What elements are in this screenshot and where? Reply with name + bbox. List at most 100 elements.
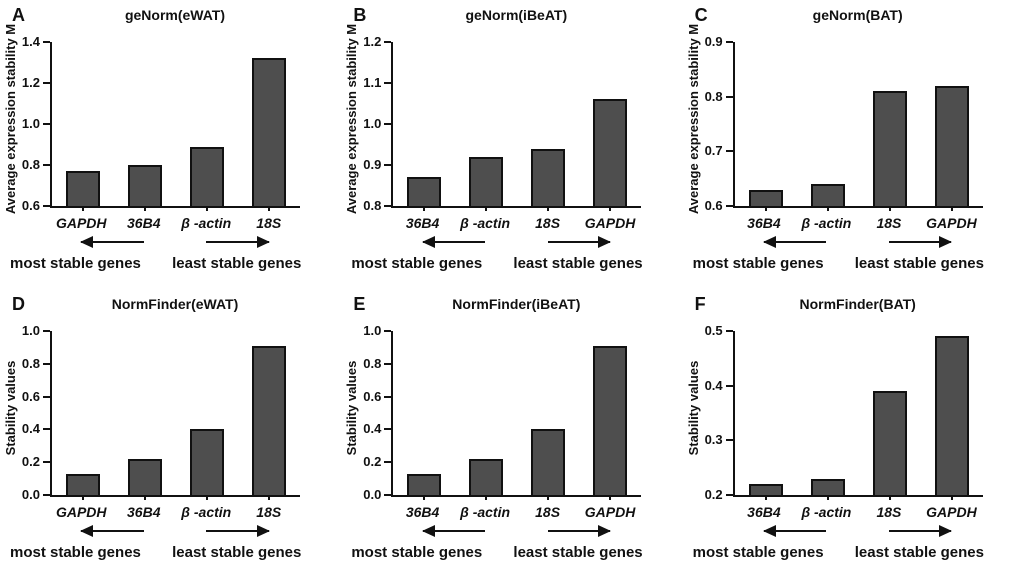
y-tick-mark (384, 205, 392, 207)
y-tick-label: 1.4 (21, 34, 40, 49)
x-category-labels: GAPDH 36B4 β -actin 18S (50, 215, 300, 233)
stable-labels-row: most stable genes least stable genes (341, 544, 682, 564)
bar-slot (735, 331, 797, 500)
y-tick-label: 0.2 (704, 487, 723, 502)
y-tick-label: 0.0 (363, 487, 382, 502)
x-tick-mark (609, 206, 612, 211)
bar-slot (921, 331, 983, 500)
bar-slot (579, 331, 641, 500)
right-arrow-icon (206, 236, 270, 248)
chart-title: geNorm(eWAT) (124, 7, 226, 23)
x-category-label: 18S (535, 504, 561, 520)
chart-title: NormFinder(eWAT) (111, 296, 239, 312)
chart-panel: A geNorm(eWAT) Average expression stabil… (0, 0, 341, 289)
x-tick-mark (268, 206, 270, 211)
bar-slot (52, 331, 114, 500)
x-tick-mark (950, 495, 953, 500)
bar (934, 336, 969, 495)
y-axis-label: Average expression stability M (685, 23, 701, 215)
y-tick-label: 0.6 (21, 198, 40, 213)
y-tick-label: 0.0 (21, 487, 40, 502)
most-stable-label: most stable genes (692, 544, 824, 561)
least-stable-label: least stable genes (854, 255, 984, 272)
x-category-label: 36B4 (405, 215, 440, 231)
bar (469, 156, 504, 206)
x-tick-mark (206, 495, 208, 500)
y-tick-label: 0.4 (363, 421, 382, 437)
stable-labels-row: most stable genes least stable genes (0, 544, 341, 564)
bar-slot (579, 42, 641, 211)
bar (593, 99, 628, 206)
bar-slot (735, 42, 797, 211)
plot-area: 0.6 0.8 1.0 1.2 1.4 (22, 34, 300, 213)
x-category-label: β -actin (460, 215, 511, 231)
y-axis-label: Average expression stability M (344, 23, 360, 215)
y-tick-label: 0.4 (704, 377, 723, 393)
bar (748, 484, 783, 495)
x-tick-mark (547, 206, 550, 211)
x-tick-mark (888, 206, 891, 211)
chart-title: NormFinder(BAT) (799, 296, 916, 312)
x-category-label: GAPDH (926, 215, 977, 231)
bar-slot (393, 42, 455, 211)
left-arrow-icon (421, 525, 486, 537)
left-arrow-icon (421, 236, 486, 248)
y-tick-mark (725, 205, 733, 207)
bar-slot (859, 331, 921, 500)
x-tick-mark (82, 495, 84, 500)
stable-labels-row: most stable genes least stable genes (341, 255, 682, 275)
y-tick-mark (43, 164, 50, 166)
x-category-label: 18S (876, 504, 902, 520)
chart-title: geNorm(iBeAT) (465, 7, 568, 23)
y-tick-label: 0.2 (21, 454, 40, 470)
x-category-label: 36B4 (127, 504, 161, 520)
y-tick-mark (43, 330, 50, 332)
y-tick-label: 0.8 (704, 88, 723, 104)
y-tick-label: 1.0 (21, 323, 40, 338)
y-axis-label: Stability values (685, 360, 701, 456)
bar (252, 345, 286, 495)
y-tick-label: 1.1 (363, 75, 382, 90)
y-tick-label: 0.2 (363, 454, 382, 470)
left-arrow-icon (80, 525, 144, 537)
y-tick-mark (43, 205, 50, 207)
x-category-label: GAPDH (926, 504, 977, 520)
stable-labels-row: most stable genes least stable genes (0, 255, 341, 275)
left-arrow-icon (762, 525, 827, 537)
bar (531, 148, 566, 206)
x-category-label: β -actin (801, 504, 852, 520)
x-category-labels: 36B4 β -actin 18S GAPDH (733, 504, 983, 522)
x-category-label: 18S (535, 215, 561, 231)
x-category-label: β -actin (181, 504, 232, 520)
y-tick-mark (725, 41, 733, 43)
x-tick-mark (144, 495, 146, 500)
y-tick-mark (384, 123, 392, 125)
chart-title: geNorm(BAT) (812, 7, 903, 23)
left-arrow-icon (80, 236, 144, 248)
y-tick-mark (384, 494, 392, 496)
bar (190, 146, 224, 206)
right-arrow-icon (547, 525, 611, 537)
bars-container (393, 42, 641, 211)
y-tick-label: 0.9 (704, 34, 723, 49)
x-tick-mark (144, 206, 146, 211)
y-tick-label: 0.7 (704, 143, 723, 159)
x-category-label: β -actin (801, 215, 852, 231)
y-tick-mark (43, 362, 50, 365)
most-stable-label: most stable genes (351, 255, 483, 272)
x-category-label: GAPDH (584, 504, 636, 520)
bar (872, 391, 907, 495)
y-tick-mark (43, 41, 50, 43)
least-stable-label: least stable genes (172, 255, 302, 272)
arrow-row (50, 525, 300, 538)
y-tick-mark (43, 428, 50, 431)
plot-area: 0.8 0.9 1.0 1.1 1.2 (363, 34, 642, 213)
x-category-label: GAPDH (584, 215, 636, 231)
y-axis-label: Average expression stability M (3, 23, 18, 215)
bar-slot (52, 42, 114, 211)
chart-panel: D NormFinder(eWAT) Stability values 0.0 0… (0, 289, 341, 578)
chart-panel: C geNorm(BAT) Average expression stabili… (683, 0, 1024, 289)
bar-slot (517, 331, 579, 500)
bar-slot (176, 331, 238, 500)
bar (190, 429, 224, 495)
